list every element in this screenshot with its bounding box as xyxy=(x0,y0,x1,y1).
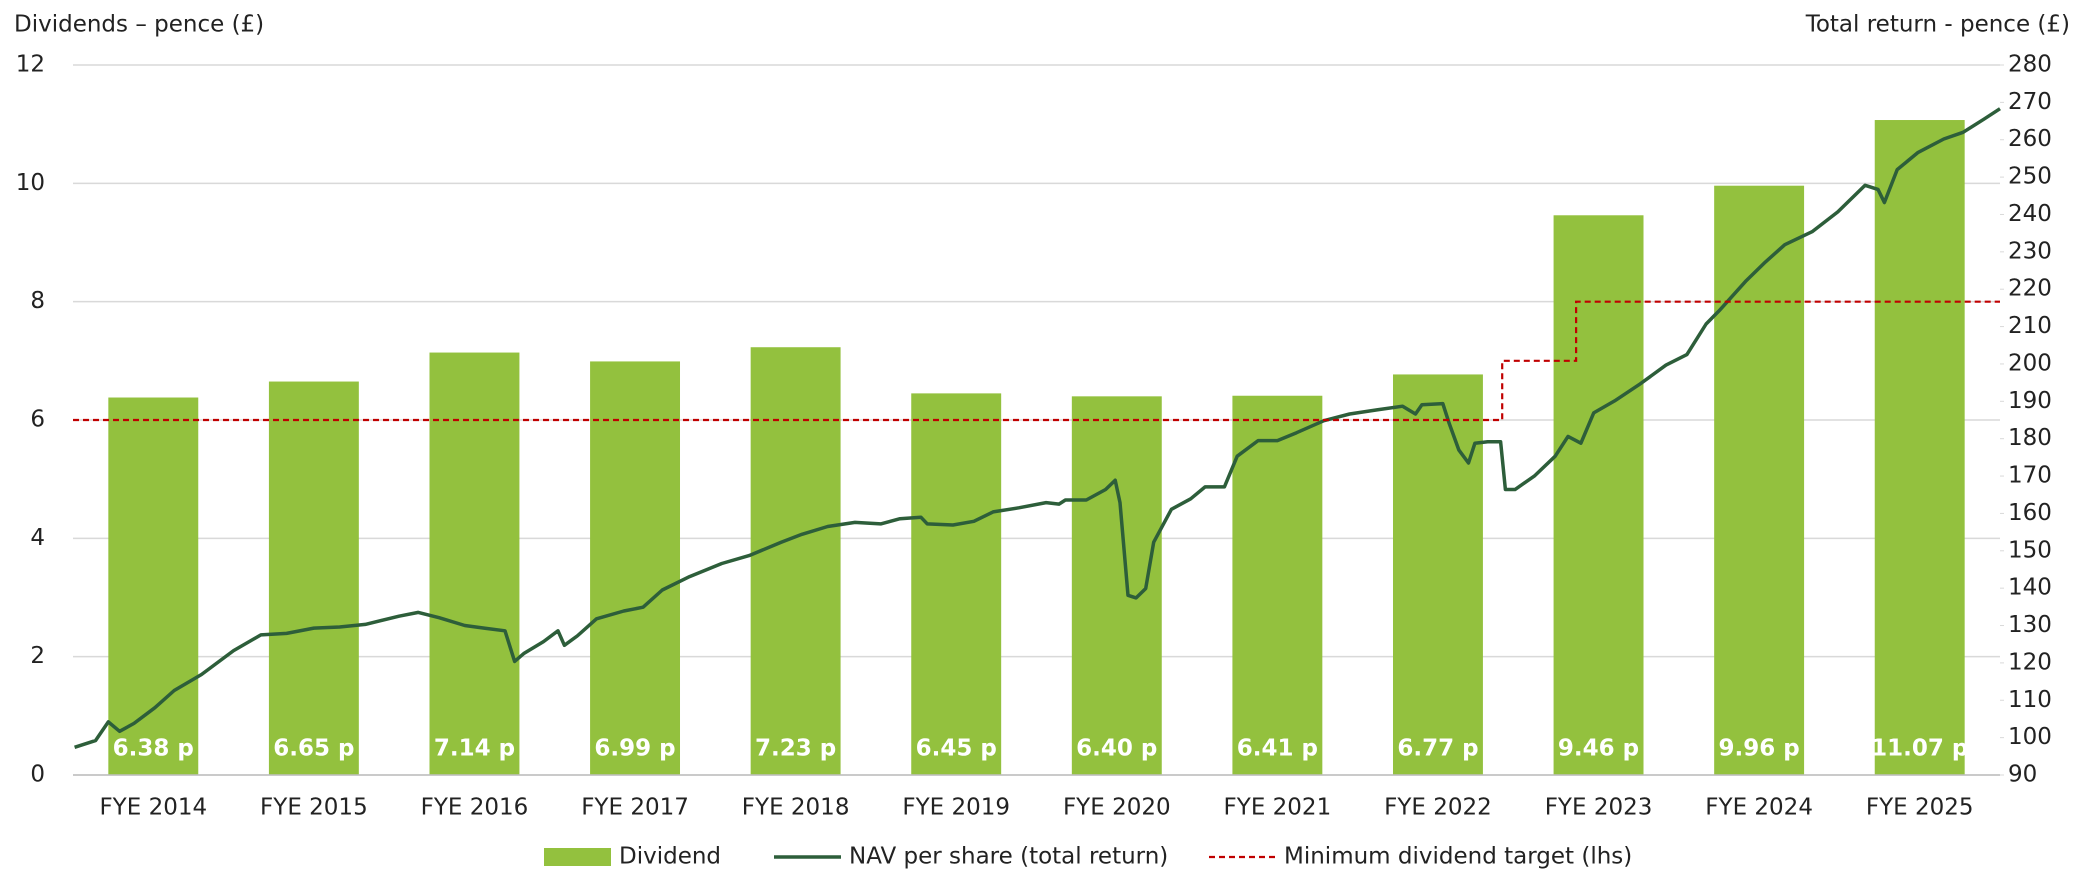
y2-tick-label: 160 xyxy=(2008,500,2052,526)
nav-line xyxy=(74,107,2001,749)
y-tick-label: 8 xyxy=(30,288,45,314)
y-tick-label: 12 xyxy=(16,52,45,78)
y2-tick-label: 230 xyxy=(2008,238,2052,264)
y2-tick-label: 170 xyxy=(2008,463,2052,489)
x-tick-label: FYE 2015 xyxy=(260,795,368,821)
x-tick-label: FYE 2016 xyxy=(421,795,529,821)
value-label: 6.41 p xyxy=(1237,736,1318,762)
x-tick-label: FYE 2024 xyxy=(1705,795,1813,821)
value-label: 6.77 p xyxy=(1397,736,1478,762)
y2-axis-title: Total return - pence (£) xyxy=(1805,12,2070,38)
bar xyxy=(590,361,681,775)
y2-tick-label: 270 xyxy=(2008,89,2052,115)
y2-tick-label: 130 xyxy=(2008,612,2052,638)
value-label: 6.40 p xyxy=(1076,736,1157,762)
x-tick-label: FYE 2022 xyxy=(1384,795,1492,821)
bar xyxy=(429,352,520,775)
value-label: 9.46 p xyxy=(1558,736,1639,762)
x-tick-label: FYE 2020 xyxy=(1063,795,1171,821)
y2-tick-label: 210 xyxy=(2008,313,2052,339)
x-tick-label: FYE 2021 xyxy=(1224,795,1332,821)
value-label: 11.07 p xyxy=(1871,736,1968,762)
y2-tick-label: 260 xyxy=(2008,126,2052,152)
y2-tick-label: 180 xyxy=(2008,425,2052,451)
y2-tick-label: 220 xyxy=(2008,276,2052,302)
legend-label: Dividend xyxy=(619,844,721,870)
y2-tick-label: 240 xyxy=(2008,201,2052,227)
y2-tick-label: 200 xyxy=(2008,350,2052,376)
bar xyxy=(1874,120,1965,775)
legend-swatch xyxy=(544,848,611,866)
y2-tick-label: 120 xyxy=(2008,649,2052,675)
x-tick-label: FYE 2019 xyxy=(902,795,1010,821)
y-tick-label: 10 xyxy=(16,170,45,196)
value-label: 7.14 p xyxy=(434,736,515,762)
y2-tick-label: 110 xyxy=(2008,687,2052,713)
x-tick-label: FYE 2023 xyxy=(1545,795,1653,821)
x-tick-label: FYE 2017 xyxy=(581,795,689,821)
x-tick-label: FYE 2025 xyxy=(1866,795,1974,821)
value-label: 9.96 p xyxy=(1719,736,1800,762)
y2-tick-label: 250 xyxy=(2008,164,2052,190)
y2-tick-label: 100 xyxy=(2008,724,2052,750)
y2-tick-label: 190 xyxy=(2008,388,2052,414)
target-line xyxy=(73,300,2000,422)
legend-label: NAV per share (total return) xyxy=(849,844,1168,870)
y-tick-label: 2 xyxy=(30,643,45,669)
bar xyxy=(1392,374,1483,775)
value-label: 6.65 p xyxy=(273,736,354,762)
bar xyxy=(1714,185,1805,775)
bar xyxy=(911,393,1002,775)
y-tick-label: 0 xyxy=(30,762,45,788)
value-label: 6.45 p xyxy=(916,736,997,762)
y-axis-title: Dividends – pence (£) xyxy=(14,12,264,38)
bar xyxy=(1553,215,1644,776)
value-label: 6.99 p xyxy=(594,736,675,762)
bar xyxy=(750,347,841,775)
value-label: 6.38 p xyxy=(113,736,194,762)
value-label: 7.23 p xyxy=(755,736,836,762)
y-tick-label: 6 xyxy=(30,407,45,433)
bar xyxy=(268,381,359,775)
bar xyxy=(1232,395,1323,775)
x-tick-label: FYE 2014 xyxy=(99,795,207,821)
y-tick-label: 4 xyxy=(30,525,45,551)
bar xyxy=(108,397,199,775)
y2-tick-label: 140 xyxy=(2008,575,2052,601)
y2-tick-label: 280 xyxy=(2008,52,2052,78)
bar xyxy=(1071,396,1162,775)
x-tick-label: FYE 2018 xyxy=(742,795,850,821)
y2-tick-label: 90 xyxy=(2008,762,2037,788)
legend-label: Minimum dividend target (lhs) xyxy=(1284,844,1632,870)
y2-tick-label: 150 xyxy=(2008,537,2052,563)
